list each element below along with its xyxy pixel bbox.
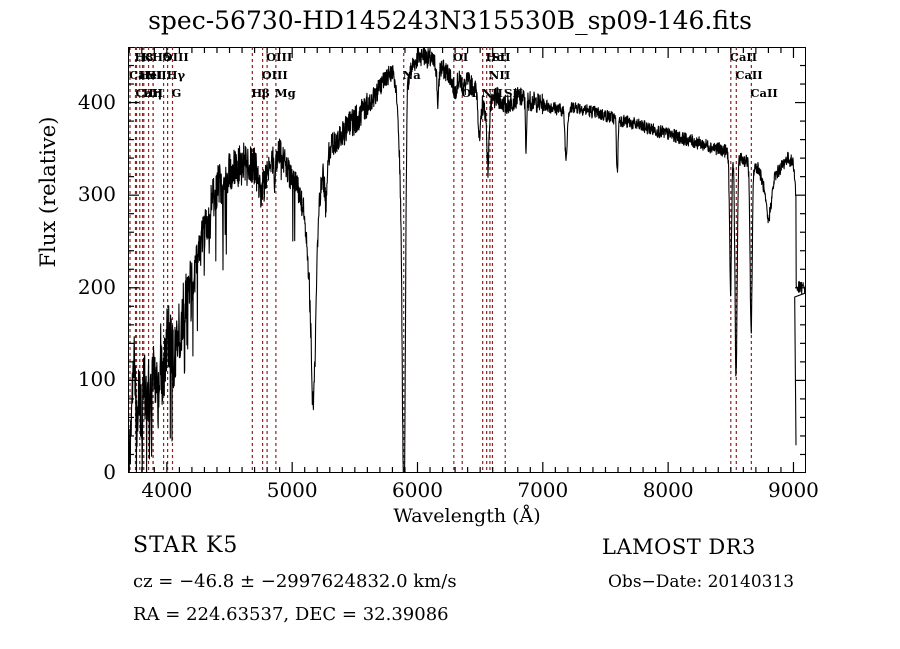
y-tick-label: 0 — [103, 460, 116, 484]
tick-marks — [128, 47, 806, 473]
spectral-line-label: CaII — [750, 86, 778, 100]
spectral-line-label: Hη — [142, 86, 163, 100]
spectral-line-label: Hγ — [166, 68, 186, 82]
spectral-line-label: NII — [481, 86, 503, 100]
plot-frame — [128, 47, 806, 473]
spectral-line-label: H — [152, 86, 163, 100]
spectral-line-label: CaII — [729, 50, 758, 64]
spectral-line-label: OIII — [266, 50, 293, 64]
y-tick-label: 300 — [77, 182, 116, 207]
x-tick-label: 4000 — [141, 478, 193, 502]
x-tick-label: 9000 — [768, 478, 819, 502]
spectral-line-label: Mg — [274, 86, 296, 100]
x-tick-label: 5000 — [266, 478, 318, 502]
x-tick-label: 7000 — [517, 478, 569, 502]
object-type-class: STAR K5 — [133, 533, 239, 558]
spectral-line-label: OIII — [261, 68, 288, 82]
spectral-line-label: K — [141, 50, 152, 64]
spectral-line-label: Hδ — [152, 50, 171, 64]
spectrum-canvas — [128, 47, 806, 473]
spectral-line-label: OI — [452, 50, 469, 64]
spectral-line-label: HeI — [138, 68, 163, 82]
spectral-line-label: OI — [461, 86, 477, 100]
spectral-line-label: Na — [402, 68, 421, 82]
observation-date: Obs−Date: 20140313 — [608, 572, 795, 592]
y-axis-label: Flux (relative) — [36, 116, 60, 268]
y-tick-label: 200 — [77, 274, 116, 299]
page-title: spec-56730-HD145243N315530B_sp09-146.fit… — [148, 6, 752, 35]
spectral-line-label: Hα — [485, 50, 506, 64]
spectral-line-label: SII — [491, 50, 511, 64]
spectral-line-label: H8 — [134, 50, 154, 64]
x-axis-label: Wavelength (Å) — [393, 505, 541, 527]
spectral-line-label: CaII — [735, 68, 763, 82]
spectral-line-label: SII — [147, 68, 167, 82]
survey-name: LAMOST DR3 — [602, 535, 756, 559]
x-tick-label: 6000 — [392, 478, 443, 502]
spectrum-trace — [128, 47, 806, 473]
coordinates: RA = 224.63537, DEC = 32.39086 — [133, 604, 449, 625]
redshift-velocity: cz = −46.8 ± −2997624832.0 km/s — [133, 571, 457, 592]
spectral-line-label: CaII — [129, 68, 157, 82]
spectral-line-label: Hβ — [251, 86, 270, 100]
y-tick-label: 400 — [77, 89, 116, 114]
spectral-line-label: SII — [504, 86, 524, 100]
spectral-line-label: OIII — [162, 50, 189, 64]
spectral-line-label: CaII — [135, 86, 163, 100]
spectral-line-label: NII — [488, 68, 511, 82]
spectral-line-label: G — [171, 86, 182, 100]
x-tick-label: 8000 — [642, 478, 694, 502]
y-tick-label: 100 — [77, 367, 116, 392]
